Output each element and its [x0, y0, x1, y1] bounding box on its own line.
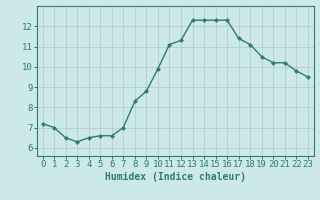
X-axis label: Humidex (Indice chaleur): Humidex (Indice chaleur)	[105, 172, 246, 182]
